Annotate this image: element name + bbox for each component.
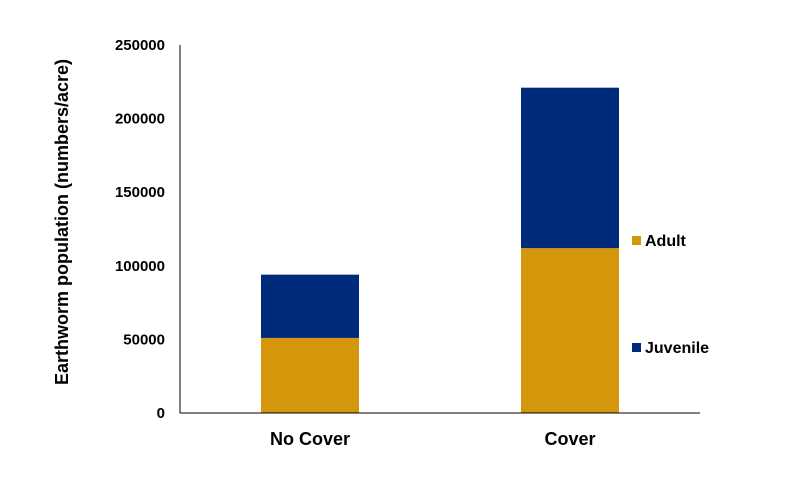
y-tick-label: 100000 <box>115 258 165 275</box>
bar-adult-cover <box>521 248 619 413</box>
y-tick-label: 200000 <box>115 111 165 128</box>
bar-juvenile-cover <box>521 87 619 249</box>
legend-swatch-adult <box>632 236 641 245</box>
bar-adult-no-cover <box>261 337 359 413</box>
y-axis-ticks: 0 50000 100000 150000 200000 250000 <box>115 37 165 422</box>
x-category-label: No Cover <box>270 429 350 449</box>
legend-label-juvenile: Juvenile <box>645 340 709 357</box>
y-tick-label: 150000 <box>115 184 165 201</box>
legend: Adult Juvenile <box>632 233 709 357</box>
legend-label-adult: Adult <box>645 233 687 250</box>
x-axis-labels: No Cover Cover <box>270 429 596 449</box>
y-tick-label: 50000 <box>123 331 165 348</box>
legend-swatch-juvenile <box>632 343 641 352</box>
bars <box>261 87 619 413</box>
x-category-label: Cover <box>544 429 595 449</box>
y-tick-label: 0 <box>157 405 165 422</box>
bar-juvenile-no-cover <box>261 274 359 338</box>
y-axis-title: Earthworm population (numbers/acre) <box>52 59 72 385</box>
y-tick-label: 250000 <box>115 37 165 54</box>
